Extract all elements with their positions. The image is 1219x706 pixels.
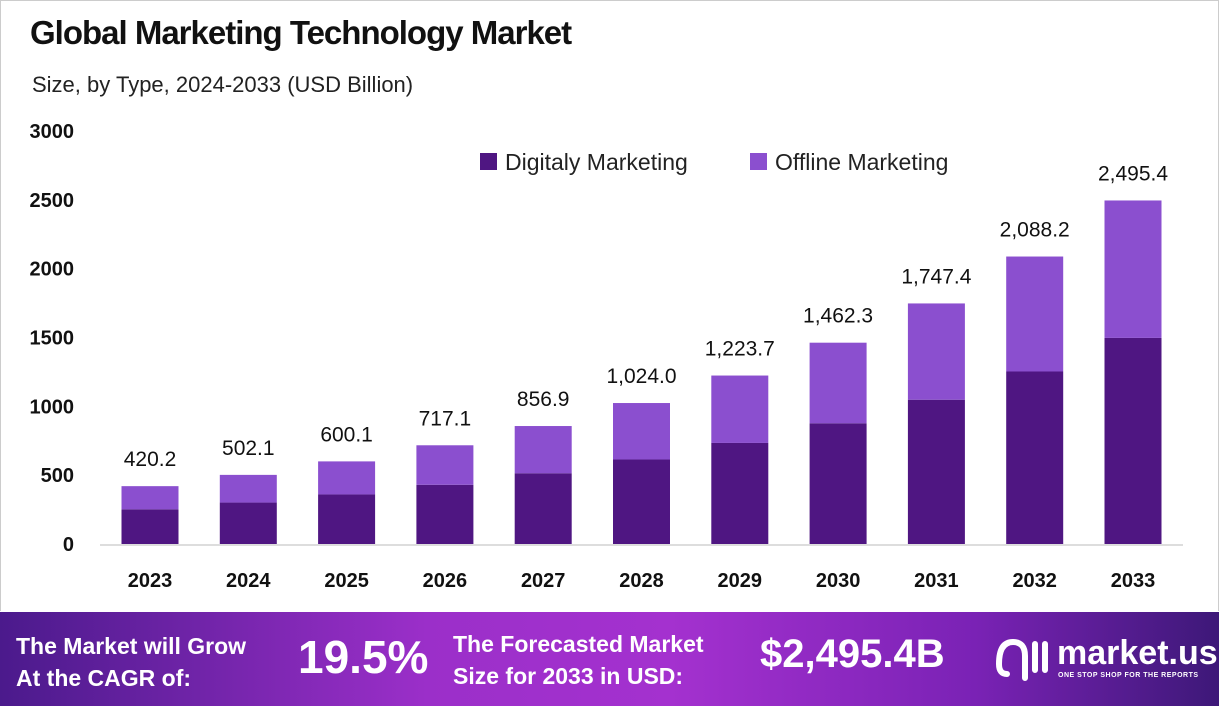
bar-digital-2024 — [219, 502, 277, 544]
bar-digital-2025 — [318, 494, 376, 544]
y-tick-label: 0 — [63, 534, 74, 556]
bar-digital-2033 — [1104, 337, 1162, 544]
bar-digital-2027 — [514, 473, 572, 544]
x-tick-label: 2030 — [816, 570, 861, 592]
y-tick-label: 500 — [41, 465, 74, 487]
bar-digital-2023 — [121, 509, 179, 544]
stacked-bar-chart: 0 500 1000 1500 2000 2500 3000 420.2 2023 502.1 20… — [30, 121, 1183, 592]
chart-title: Global Marketing Technology Market — [30, 14, 572, 51]
y-tick-label: 1500 — [30, 328, 75, 350]
bar-offline-2033 — [1104, 200, 1162, 338]
x-tick-label: 2028 — [619, 570, 664, 592]
bar-total-label: 2,495.4 — [1098, 162, 1168, 185]
summary-banner: The Market will Grow At the CAGR of: 19.… — [0, 612, 1219, 706]
x-tick-label: 2023 — [128, 570, 173, 592]
bar-offline-2023 — [121, 486, 179, 510]
x-tick-label: 2029 — [718, 570, 763, 592]
forecast-label-line2: Size for 2033 in USD: — [453, 663, 684, 689]
bar-offline-2031 — [907, 303, 965, 400]
forecast-label: The Forecasted Market Size for 2033 in U… — [453, 628, 704, 692]
bar-offline-2030 — [809, 342, 867, 424]
forecast-label-line1: The Forecasted Market — [453, 631, 704, 657]
cagr-label: The Market will Grow At the CAGR of: — [16, 630, 246, 694]
market-us-logo-icon — [996, 638, 1048, 681]
bar-total-label: 856.9 — [517, 388, 570, 411]
y-tick-label: 2000 — [30, 259, 75, 281]
bar-total-label: 420.2 — [124, 448, 177, 471]
y-tick-label: 3000 — [30, 121, 75, 143]
bar-total-label: 1,747.4 — [901, 265, 971, 288]
logo-name: market.us — [1057, 634, 1218, 672]
bar-offline-2027 — [514, 426, 572, 474]
x-tick-label: 2027 — [521, 570, 566, 592]
bar-total-label: 502.1 — [222, 437, 275, 460]
legend-label: Offline Marketing — [775, 149, 948, 175]
x-tick-label: 2032 — [1012, 570, 1057, 592]
bar-total-label: 717.1 — [419, 407, 472, 430]
y-tick-label: 1000 — [30, 396, 75, 418]
bar-digital-2028 — [613, 459, 670, 544]
bar-digital-2026 — [416, 484, 474, 544]
cagr-label-line2: At the CAGR of: — [16, 665, 192, 691]
legend-label: Digitaly Marketing — [505, 149, 688, 175]
bar-offline-2028 — [613, 403, 670, 460]
chart-subtitle: Size, by Type, 2024-2033 (USD Billion) — [32, 72, 414, 97]
bar-digital-2030 — [809, 423, 867, 544]
bar-total-label: 1,462.3 — [803, 305, 873, 328]
bar-total-label: 1,024.0 — [606, 365, 676, 388]
bar-total-label: 600.1 — [320, 423, 373, 446]
x-tick-label: 2024 — [226, 570, 271, 592]
x-tick-label: 2031 — [914, 570, 959, 592]
x-tick-label: 2033 — [1111, 570, 1156, 592]
bar-offline-2024 — [219, 474, 277, 503]
bar-offline-2029 — [711, 375, 769, 443]
x-tick-label: 2025 — [324, 570, 369, 592]
cagr-label-line1: The Market will Grow — [16, 633, 247, 659]
bar-offline-2032 — [1006, 256, 1064, 372]
y-tick-label: 2500 — [30, 190, 75, 212]
bar-digital-2031 — [907, 399, 965, 544]
legend-swatch — [480, 153, 497, 170]
legend-swatch — [750, 153, 767, 170]
bar-offline-2025 — [318, 461, 376, 495]
bar-offline-2026 — [416, 445, 474, 485]
logo-tagline: ONE STOP SHOP FOR THE REPORTS — [1058, 672, 1199, 679]
cagr-value: 19.5% — [298, 631, 429, 683]
x-tick-label: 2026 — [423, 570, 468, 592]
bar-total-label: 2,088.2 — [1000, 219, 1070, 242]
forecast-value: $2,495.4B — [760, 632, 945, 676]
bar-total-label: 1,223.7 — [705, 338, 775, 361]
bar-digital-2029 — [711, 442, 769, 544]
bar-digital-2032 — [1006, 371, 1064, 544]
